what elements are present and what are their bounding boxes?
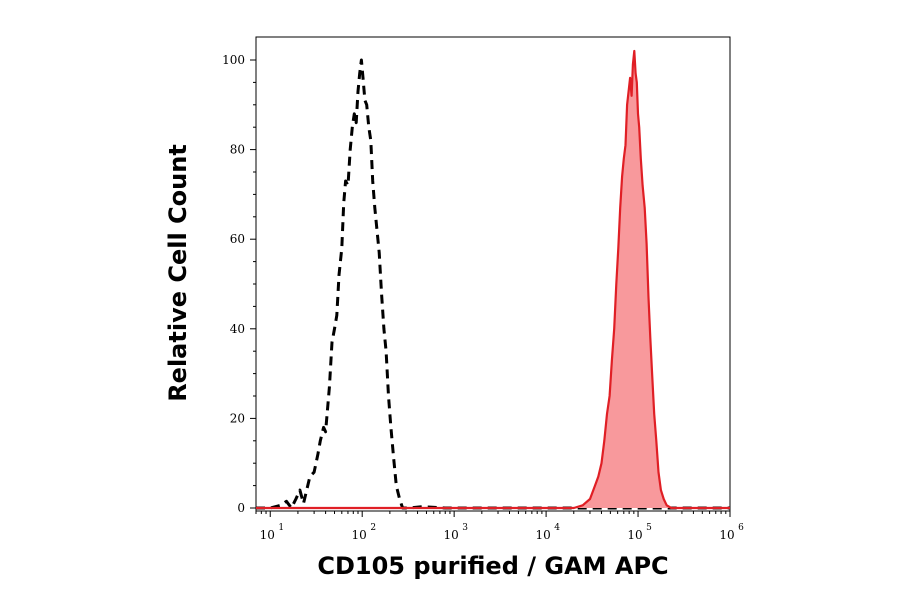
series-1-fill bbox=[256, 51, 730, 508]
series-1-line bbox=[256, 49, 730, 510]
x-tick-label: 10 bbox=[444, 528, 459, 542]
plot-frame bbox=[255, 36, 731, 512]
y-tick-label: 100 bbox=[222, 53, 245, 67]
y-tick-label: 20 bbox=[230, 411, 245, 425]
x-tick-exponent: 4 bbox=[554, 523, 560, 533]
y-tick-label: 80 bbox=[230, 143, 245, 157]
x-tick-exponent: 2 bbox=[370, 523, 376, 533]
x-tick-label: 10 bbox=[627, 528, 642, 542]
series-0-line bbox=[256, 58, 730, 510]
x-tick-label: 10 bbox=[352, 528, 367, 542]
x-tick-exponent: 5 bbox=[646, 523, 652, 533]
x-tick-exponent: 1 bbox=[278, 523, 284, 533]
x-tick-exponent: 3 bbox=[462, 523, 468, 533]
y-axis-title: Relative Cell Count bbox=[164, 144, 192, 402]
y-tick-label: 0 bbox=[237, 501, 245, 515]
x-tick-label: 10 bbox=[535, 528, 550, 542]
y-axis: 0 20 40 60 80 100 bbox=[222, 53, 256, 515]
series-areas bbox=[256, 49, 730, 510]
y-tick-label: 40 bbox=[230, 322, 245, 336]
x-axis-title: CD105 purified / GAM APC bbox=[317, 552, 668, 580]
x-tick-label: 10 bbox=[719, 528, 734, 542]
x-axis: 10 1 10 2 10 3 10 4 10 5 10 6 bbox=[255, 511, 744, 542]
y-tick-label: 60 bbox=[230, 232, 245, 246]
x-tick-exponent: 6 bbox=[738, 523, 744, 533]
x-tick-label: 10 bbox=[260, 528, 275, 542]
